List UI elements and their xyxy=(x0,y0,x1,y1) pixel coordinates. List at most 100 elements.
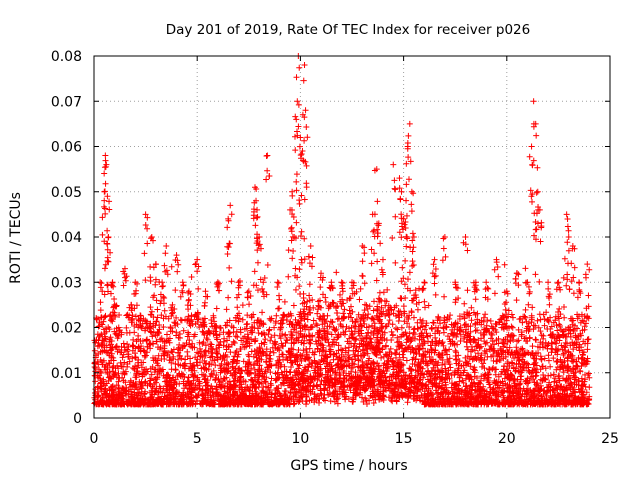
data-point xyxy=(396,356,403,363)
data-point xyxy=(208,343,215,350)
data-point xyxy=(189,363,196,370)
data-point xyxy=(209,323,216,330)
data-point xyxy=(311,351,318,358)
data-point xyxy=(100,381,107,388)
data-point xyxy=(300,340,307,347)
data-point xyxy=(510,336,517,343)
data-point xyxy=(582,371,589,378)
data-point xyxy=(313,341,320,348)
data-point xyxy=(364,330,371,337)
data-point xyxy=(543,398,550,405)
data-point xyxy=(578,359,585,366)
data-point xyxy=(493,396,500,403)
data-point xyxy=(317,381,324,388)
data-point xyxy=(147,345,154,352)
data-point xyxy=(319,342,326,349)
data-point xyxy=(194,356,201,363)
data-point xyxy=(253,384,260,391)
data-point xyxy=(477,380,484,387)
data-point xyxy=(376,348,383,355)
data-point xyxy=(374,330,381,337)
data-point xyxy=(306,281,313,288)
data-point xyxy=(329,338,336,345)
data-point xyxy=(181,385,188,392)
data-point xyxy=(305,364,312,371)
data-point xyxy=(399,351,406,358)
data-point xyxy=(360,372,367,379)
data-point xyxy=(440,329,447,336)
data-point xyxy=(522,351,529,358)
data-point xyxy=(480,383,487,390)
data-point xyxy=(500,355,507,362)
data-point xyxy=(408,337,415,344)
data-point xyxy=(115,391,122,398)
data-point xyxy=(165,337,172,344)
data-point xyxy=(344,297,351,304)
data-point xyxy=(371,328,378,335)
data-point xyxy=(254,357,261,364)
data-point xyxy=(586,374,593,381)
data-point xyxy=(306,309,313,316)
data-point xyxy=(200,339,207,346)
data-point xyxy=(549,346,556,353)
data-point xyxy=(462,386,469,393)
data-point xyxy=(578,388,585,395)
data-point xyxy=(455,387,462,394)
data-point xyxy=(311,399,318,406)
data-point xyxy=(265,331,272,338)
data-point xyxy=(472,339,479,346)
data-point xyxy=(388,336,395,343)
data-point xyxy=(224,337,231,344)
data-point xyxy=(135,395,142,402)
data-point xyxy=(219,355,226,362)
data-point xyxy=(564,354,571,361)
data-point xyxy=(369,322,376,329)
data-point xyxy=(520,358,527,365)
data-point xyxy=(468,317,475,324)
data-point xyxy=(359,346,366,353)
data-point xyxy=(168,263,175,270)
data-point xyxy=(202,387,209,394)
data-point xyxy=(161,393,168,400)
data-point xyxy=(584,346,591,353)
data-point xyxy=(389,321,396,328)
data-point xyxy=(577,330,584,337)
data-point xyxy=(382,323,389,330)
data-point xyxy=(370,368,377,375)
data-point xyxy=(370,298,377,305)
data-point xyxy=(266,327,273,334)
data-point xyxy=(125,353,132,360)
data-point xyxy=(114,348,121,355)
data-point xyxy=(95,401,102,408)
data-point xyxy=(463,400,470,407)
data-point xyxy=(396,343,403,350)
data-point xyxy=(492,371,499,378)
data-point xyxy=(142,378,149,385)
data-point xyxy=(163,331,170,338)
data-point xyxy=(422,354,429,361)
data-point xyxy=(519,319,526,326)
data-point xyxy=(419,353,426,360)
data-point xyxy=(523,327,530,334)
data-point xyxy=(318,378,325,385)
data-point xyxy=(353,288,360,295)
data-point xyxy=(202,342,209,349)
data-point xyxy=(339,363,346,370)
data-point xyxy=(134,394,141,401)
data-point xyxy=(264,393,271,400)
data-point xyxy=(330,393,337,400)
data-point xyxy=(547,372,554,379)
data-point xyxy=(488,344,495,351)
data-point xyxy=(379,345,386,352)
data-point xyxy=(97,332,104,339)
data-point xyxy=(92,378,99,385)
data-point xyxy=(553,322,560,329)
data-point xyxy=(571,373,578,380)
data-point xyxy=(507,338,514,345)
data-point xyxy=(231,339,238,346)
data-point xyxy=(428,372,435,379)
data-point xyxy=(368,339,375,346)
data-point xyxy=(446,355,453,362)
data-point xyxy=(297,376,304,383)
data-point xyxy=(495,391,502,398)
